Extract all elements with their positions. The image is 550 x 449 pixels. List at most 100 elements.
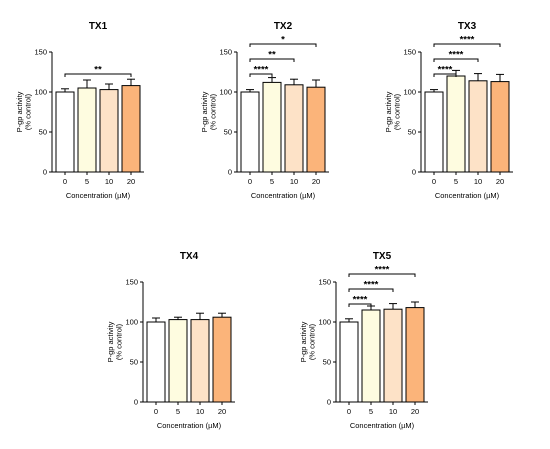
bar (55, 91, 75, 173)
significance-label: ** (94, 65, 102, 76)
x-tick-label: 5 (270, 177, 274, 186)
y-tick-label: 0 (228, 168, 232, 177)
y-tick-label: 50 (323, 358, 331, 367)
chart-title: TX1 (89, 21, 108, 32)
y-tick-label: 150 (403, 48, 416, 57)
significance-label: **** (254, 65, 269, 76)
bar (146, 321, 166, 403)
y-tick-label: 100 (34, 88, 47, 97)
chart-panel: TX1 0 50 100 150 P-gp activity(% control) 0 5 10… (15, 21, 144, 200)
y-tick-label: 150 (125, 278, 138, 287)
chart-panel: TX2 0 50 100 150 P-gp activity(% control) 0 5 10… (200, 21, 329, 200)
bar (306, 86, 326, 173)
y-tick-label: 50 (39, 128, 47, 137)
bar (361, 309, 381, 403)
bar (121, 85, 141, 173)
y-tick-label: 0 (43, 168, 47, 177)
bar (168, 319, 188, 403)
y-axis-label-line: P-gp activity (384, 91, 393, 132)
chart-panel: TX4 0 50 100 150 P-gp activity(% control) 0 5 10… (106, 251, 235, 430)
x-tick-label: 10 (290, 177, 298, 186)
significance-label: * (281, 35, 285, 46)
bar (212, 316, 232, 403)
chart-panel: TX3 0 50 100 150 P-gp activity(% control) 0 5 10… (384, 21, 513, 200)
chart-title: TX2 (274, 21, 293, 32)
bar (240, 91, 260, 173)
x-tick-label: 10 (105, 177, 113, 186)
y-tick-label: 150 (34, 48, 47, 57)
x-tick-label: 5 (176, 407, 180, 416)
y-axis-label-line: (% control) (115, 323, 124, 360)
significance-bracket (249, 43, 317, 47)
significance-bracket (433, 73, 457, 77)
y-tick-label: 150 (219, 48, 232, 57)
x-tick-label: 5 (369, 407, 373, 416)
y-tick-label: 50 (130, 358, 138, 367)
y-tick-label: 150 (318, 278, 331, 287)
x-tick-label: 5 (85, 177, 89, 186)
y-tick-label: 100 (219, 88, 232, 97)
significance-label: ** (268, 50, 276, 61)
x-tick-label: 10 (196, 407, 204, 416)
y-tick-label: 0 (327, 398, 331, 407)
significance-bracket (249, 58, 295, 62)
chart-title: TX4 (180, 251, 199, 262)
y-tick-label: 0 (134, 398, 138, 407)
y-axis-label-line: (% control) (24, 93, 33, 130)
bar (262, 81, 282, 173)
y-axis-label: P-gp activity(% control) (200, 91, 218, 132)
significance-label: **** (460, 35, 475, 46)
y-axis-label: P-gp activity(% control) (384, 91, 402, 132)
x-tick-label: 0 (347, 407, 351, 416)
significance-bracket (348, 273, 416, 277)
bar (405, 307, 425, 403)
y-tick-label: 100 (318, 318, 331, 327)
x-tick-label: 20 (411, 407, 419, 416)
x-tick-label: 20 (312, 177, 320, 186)
significance-bracket (348, 288, 394, 292)
x-tick-label: 10 (389, 407, 397, 416)
significance-bracket (348, 303, 372, 307)
x-tick-label: 20 (218, 407, 226, 416)
y-axis-label-line: (% control) (393, 93, 402, 130)
y-axis-label: P-gp activity(% control) (15, 91, 33, 132)
bar (424, 91, 444, 173)
significance-label: **** (449, 50, 464, 61)
bar (446, 75, 466, 173)
x-axis-label: Concentration (µM) (157, 421, 222, 430)
y-tick-label: 50 (408, 128, 416, 137)
bar (468, 80, 488, 173)
x-tick-label: 0 (63, 177, 67, 186)
x-tick-label: 5 (454, 177, 458, 186)
bar (284, 84, 304, 173)
significance-label: **** (353, 295, 368, 306)
y-tick-label: 0 (412, 168, 416, 177)
chart-panel: TX5 0 50 100 150 P-gp activity(% control) 0 5 10… (299, 251, 428, 430)
significance-bracket (433, 43, 501, 47)
y-axis-label-line: P-gp activity (106, 321, 115, 362)
significance-bracket (433, 58, 479, 62)
y-axis-label: P-gp activity(% control) (299, 321, 317, 362)
x-tick-label: 0 (154, 407, 158, 416)
x-tick-label: 20 (127, 177, 135, 186)
significance-label: **** (438, 65, 453, 76)
significance-bracket (249, 73, 273, 77)
y-axis-label-line: (% control) (209, 93, 218, 130)
significance-label: **** (375, 265, 390, 276)
x-tick-label: 10 (474, 177, 482, 186)
y-tick-label: 100 (403, 88, 416, 97)
bar (490, 81, 510, 173)
x-axis-label: Concentration (µM) (66, 191, 131, 200)
y-tick-label: 100 (125, 318, 138, 327)
y-axis-label-line: P-gp activity (299, 321, 308, 362)
bar (99, 89, 119, 173)
significance-bracket (64, 73, 132, 77)
y-axis-label-line: (% control) (308, 323, 317, 360)
bar (77, 87, 97, 173)
x-tick-label: 0 (432, 177, 436, 186)
chart-title: TX3 (458, 21, 477, 32)
x-tick-label: 0 (248, 177, 252, 186)
bar (190, 319, 210, 403)
bar (383, 308, 403, 403)
